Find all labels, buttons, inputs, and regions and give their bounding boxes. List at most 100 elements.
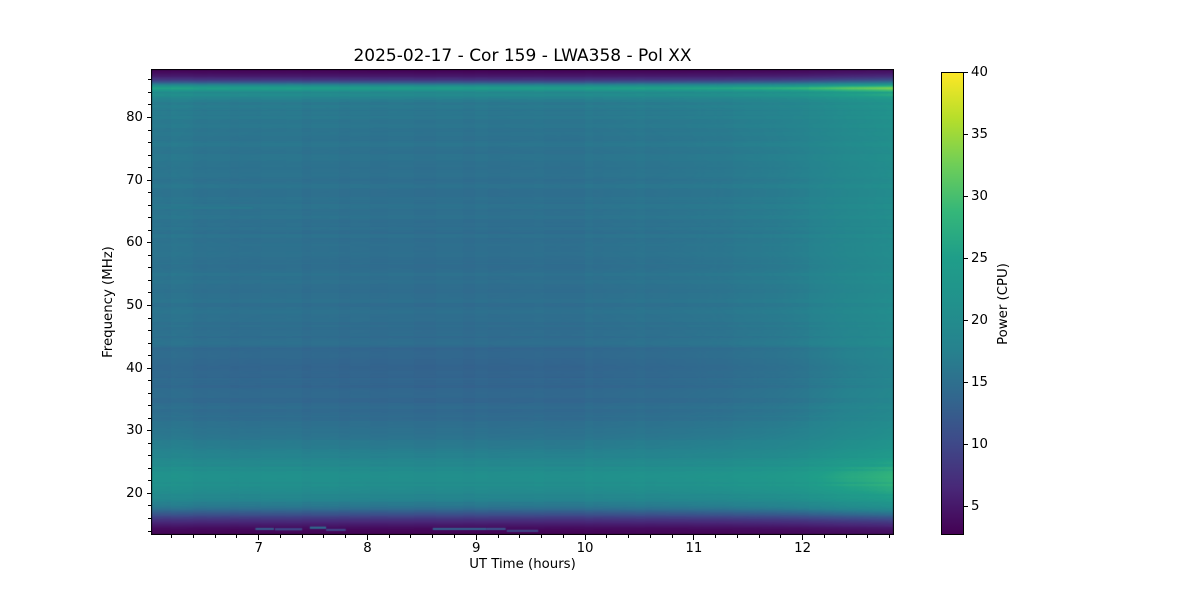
x-minor-tick: [715, 535, 717, 538]
x-minor-tick: [562, 535, 564, 538]
x-tick-label: 8: [363, 540, 372, 556]
colorbar-tick: [964, 71, 968, 73]
x-minor-tick: [323, 535, 325, 538]
y-minor-tick: [148, 405, 151, 407]
y-minor-tick: [148, 530, 151, 532]
y-tick-label: 30: [126, 423, 143, 439]
x-minor-tick: [345, 535, 347, 538]
y-minor-tick: [148, 267, 151, 269]
colorbar-tick: [964, 505, 968, 507]
x-minor-tick: [388, 535, 390, 538]
chart-title: 2025-02-17 - Cor 159 - LWA358 - Pol XX: [353, 46, 692, 66]
y-tick-label: 40: [126, 360, 143, 376]
x-major-tick: [475, 535, 477, 540]
x-tick-label: 7: [254, 540, 263, 556]
x-major-tick: [693, 535, 695, 540]
y-minor-tick: [148, 279, 151, 281]
colorbar: [941, 72, 964, 535]
y-minor-tick: [148, 505, 151, 507]
colorbar-tick: [964, 195, 968, 197]
y-minor-tick: [148, 467, 151, 469]
colorbar-tick-label: 10: [971, 436, 988, 452]
colorbar-tick-label: 15: [971, 374, 988, 390]
y-minor-tick: [148, 380, 151, 382]
x-minor-tick: [236, 535, 238, 538]
x-minor-tick: [541, 535, 543, 538]
x-tick-label: 12: [794, 540, 812, 556]
y-minor-tick: [148, 142, 151, 144]
x-minor-tick: [889, 535, 891, 538]
x-minor-tick: [279, 535, 281, 538]
x-major-tick: [366, 535, 368, 540]
colorbar-label: Power (CPU): [996, 263, 1011, 345]
x-minor-tick: [301, 535, 303, 538]
y-minor-tick: [148, 442, 151, 444]
x-tick-label: 11: [685, 540, 703, 556]
heatmap-canvas: [151, 69, 894, 535]
y-minor-tick: [148, 204, 151, 206]
x-minor-tick: [758, 535, 760, 538]
colorbar-tick: [964, 443, 968, 445]
x-minor-tick: [671, 535, 673, 538]
y-major-tick: [146, 304, 151, 306]
x-minor-tick: [845, 535, 847, 538]
x-minor-tick: [867, 535, 869, 538]
x-minor-tick: [214, 535, 216, 538]
x-tick-label: 10: [576, 540, 594, 556]
y-minor-tick: [148, 104, 151, 106]
y-axis-label: Frequency (MHz): [101, 246, 116, 358]
colorbar-tick-label: 40: [971, 64, 988, 80]
y-tick-label: 20: [126, 485, 143, 501]
x-minor-tick: [410, 535, 412, 538]
y-minor-tick: [148, 292, 151, 294]
y-tick-label: 50: [126, 297, 143, 313]
x-tick-label: 9: [472, 540, 481, 556]
y-major-tick: [146, 116, 151, 118]
y-minor-tick: [148, 518, 151, 520]
x-major-tick: [584, 535, 586, 540]
x-minor-tick: [519, 535, 521, 538]
y-minor-tick: [148, 91, 151, 93]
y-major-tick: [146, 430, 151, 432]
x-minor-tick: [649, 535, 651, 538]
y-minor-tick: [148, 79, 151, 81]
x-minor-tick: [780, 535, 782, 538]
y-minor-tick: [148, 417, 151, 419]
x-minor-tick: [736, 535, 738, 538]
x-minor-tick: [171, 535, 173, 538]
y-minor-tick: [148, 192, 151, 194]
y-minor-tick: [148, 355, 151, 357]
y-minor-tick: [148, 342, 151, 344]
y-minor-tick: [148, 154, 151, 156]
x-minor-tick: [192, 535, 194, 538]
y-minor-tick: [148, 317, 151, 319]
y-major-tick: [146, 179, 151, 181]
y-tick-label: 80: [126, 109, 143, 125]
colorbar-tick-label: 25: [971, 250, 988, 266]
colorbar-tick: [964, 257, 968, 259]
colorbar-tick-label: 30: [971, 188, 988, 204]
x-major-tick: [802, 535, 804, 540]
x-minor-tick: [497, 535, 499, 538]
y-major-tick: [146, 492, 151, 494]
x-minor-tick: [454, 535, 455, 538]
y-minor-tick: [148, 455, 151, 457]
y-minor-tick: [148, 330, 151, 332]
y-minor-tick: [148, 254, 151, 256]
x-minor-tick: [823, 535, 825, 538]
colorbar-tick: [964, 319, 968, 321]
y-tick-label: 70: [126, 172, 143, 188]
y-minor-tick: [148, 229, 151, 231]
y-minor-tick: [148, 167, 151, 169]
y-minor-tick: [148, 217, 151, 219]
x-axis-label: UT Time (hours): [469, 557, 576, 572]
x-minor-tick: [432, 535, 434, 538]
colorbar-tick: [964, 381, 968, 383]
colorbar-tick-label: 20: [971, 312, 988, 328]
y-major-tick: [146, 367, 151, 369]
y-major-tick: [146, 242, 151, 244]
y-minor-tick: [148, 392, 151, 394]
y-tick-label: 60: [126, 235, 143, 251]
y-minor-tick: [148, 129, 151, 131]
x-major-tick: [258, 535, 260, 540]
